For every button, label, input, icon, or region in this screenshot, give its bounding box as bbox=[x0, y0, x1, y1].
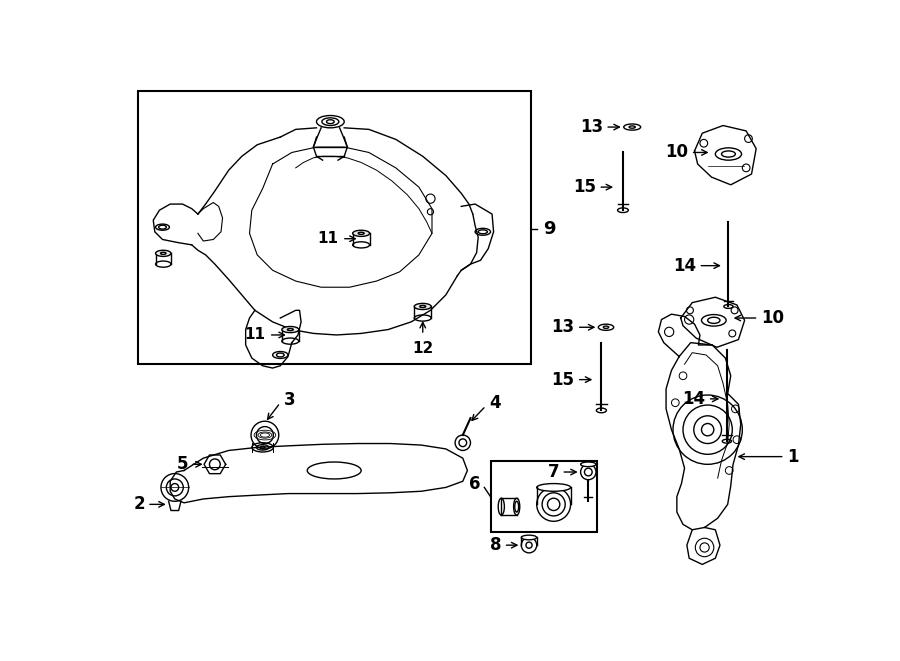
Ellipse shape bbox=[597, 408, 607, 412]
Ellipse shape bbox=[353, 230, 370, 237]
Text: 14: 14 bbox=[682, 390, 706, 408]
Bar bbox=[491, 461, 597, 532]
Ellipse shape bbox=[724, 305, 733, 309]
Ellipse shape bbox=[521, 535, 536, 540]
Text: 13: 13 bbox=[552, 318, 574, 336]
Text: 14: 14 bbox=[673, 256, 696, 275]
Text: 7: 7 bbox=[547, 463, 559, 481]
Text: 15: 15 bbox=[573, 178, 596, 196]
Text: 12: 12 bbox=[412, 341, 434, 356]
Text: 5: 5 bbox=[176, 455, 188, 473]
Ellipse shape bbox=[282, 327, 299, 332]
Text: 2: 2 bbox=[133, 495, 145, 514]
Text: 10: 10 bbox=[760, 309, 784, 327]
Ellipse shape bbox=[580, 462, 596, 467]
Text: 6: 6 bbox=[469, 475, 481, 493]
Text: 9: 9 bbox=[543, 221, 555, 239]
Text: 4: 4 bbox=[489, 394, 500, 412]
Text: 8: 8 bbox=[490, 536, 501, 554]
Text: 11: 11 bbox=[317, 231, 338, 246]
Text: 10: 10 bbox=[665, 143, 688, 161]
Ellipse shape bbox=[156, 251, 171, 256]
Text: 13: 13 bbox=[580, 118, 603, 136]
Ellipse shape bbox=[536, 484, 571, 491]
Ellipse shape bbox=[414, 303, 431, 309]
Text: 11: 11 bbox=[244, 327, 265, 342]
Ellipse shape bbox=[499, 498, 504, 515]
Text: 3: 3 bbox=[284, 391, 295, 408]
Text: 15: 15 bbox=[552, 371, 574, 389]
Ellipse shape bbox=[617, 208, 628, 213]
Text: 1: 1 bbox=[787, 447, 798, 465]
Bar bbox=[138, 91, 530, 364]
Ellipse shape bbox=[723, 440, 732, 443]
